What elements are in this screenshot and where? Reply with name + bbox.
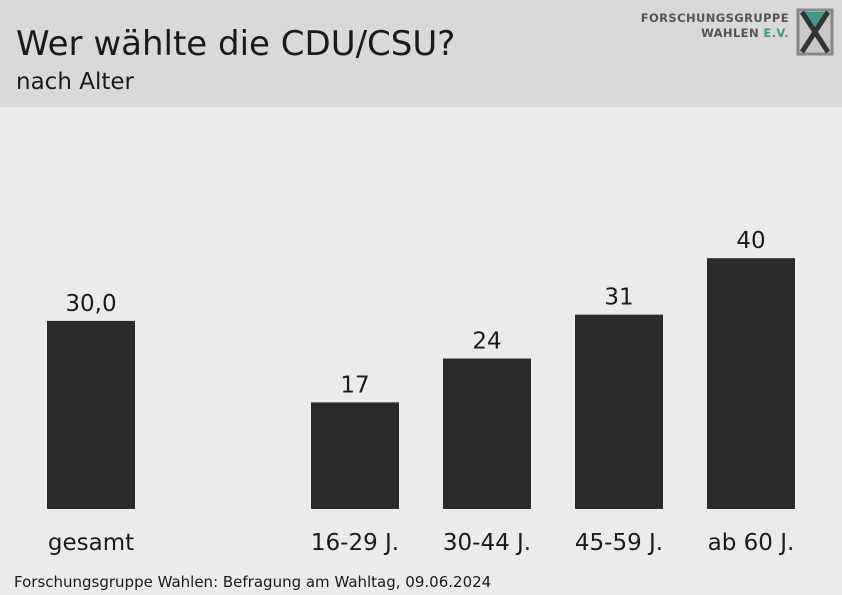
value-labels-group: 30,0 17 24 31 40 bbox=[65, 228, 765, 398]
bar-4 bbox=[707, 258, 795, 509]
page-subtitle: nach Alter bbox=[16, 69, 134, 95]
category-label-4: ab 60 J. bbox=[708, 530, 795, 556]
fgw-logo: FORSCHUNGSGRUPPE WAHLEN E.V. bbox=[641, 8, 834, 56]
bar-3 bbox=[575, 314, 663, 509]
source-note: Forschungsgruppe Wahlen: Befragung am Wa… bbox=[14, 573, 492, 591]
category-label-2: 30-44 J. bbox=[443, 530, 531, 556]
logo-text: FORSCHUNGSGRUPPE WAHLEN E.V. bbox=[641, 11, 789, 41]
value-label-4: 40 bbox=[736, 228, 765, 254]
logo-line-2: WAHLEN E.V. bbox=[641, 26, 789, 41]
value-label-0: 30,0 bbox=[65, 291, 116, 317]
category-label-1: 16-29 J. bbox=[311, 530, 399, 556]
page-title: Wer wählte die CDU/CSU? bbox=[16, 24, 456, 64]
logo-line-2-accent: E.V. bbox=[763, 26, 789, 40]
header-bar: Wer wählte die CDU/CSU? nach Alter FORSC… bbox=[0, 0, 842, 107]
category-labels-group: gesamt 16-29 J. 30-44 J. 45-59 J. ab 60 J. bbox=[48, 530, 794, 556]
logo-line-1: FORSCHUNGSGRUPPE bbox=[640, 11, 789, 25]
value-label-3: 31 bbox=[604, 285, 633, 311]
category-label-0: gesamt bbox=[48, 530, 134, 556]
value-label-1: 17 bbox=[340, 372, 369, 398]
category-label-3: 45-59 J. bbox=[575, 530, 663, 556]
logo-line-2-main: WAHLEN bbox=[701, 26, 764, 40]
bar-0 bbox=[47, 320, 135, 509]
logo-x-mark-icon bbox=[796, 8, 834, 56]
bars-group bbox=[47, 258, 795, 509]
value-label-2: 24 bbox=[472, 329, 501, 355]
bar-1 bbox=[311, 402, 399, 509]
bar-2 bbox=[443, 358, 531, 509]
